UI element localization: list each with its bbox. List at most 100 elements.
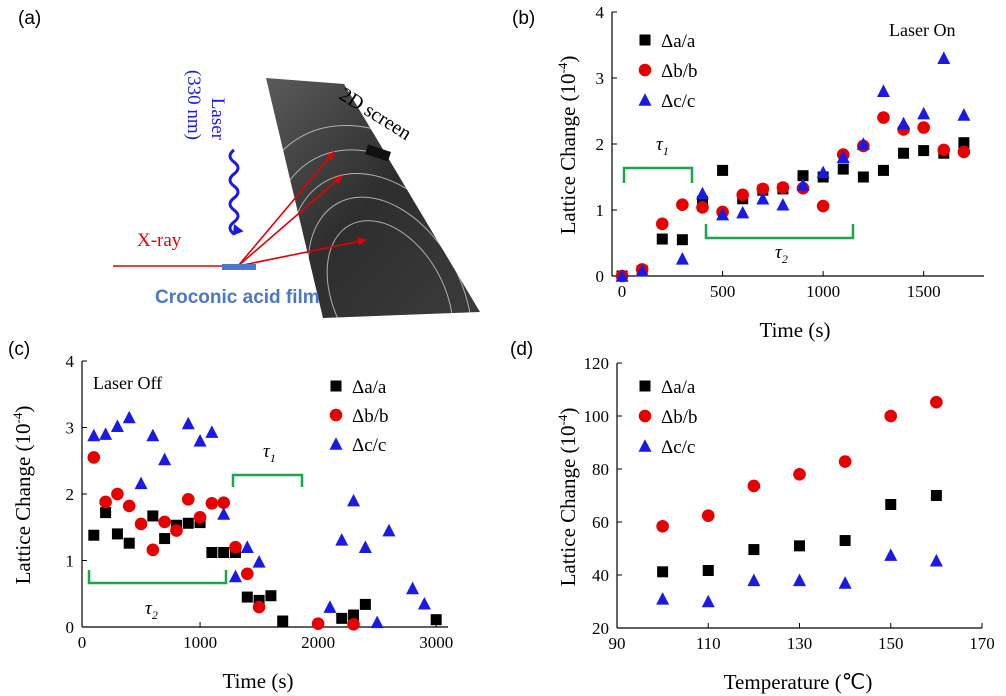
chart-c-point-circle bbox=[87, 451, 101, 464]
chart-d-legend-marker bbox=[638, 439, 652, 452]
chart-c-annotation: Laser Off bbox=[93, 373, 162, 393]
chart-c-point-circle bbox=[217, 496, 230, 509]
chart-d-legend-label: Δb/b bbox=[661, 407, 698, 428]
chart-b-legend-label: Δa/a bbox=[661, 31, 696, 52]
chart-d-xlabel: Temperature (℃) bbox=[724, 670, 873, 694]
chart-d-point-circle bbox=[884, 409, 898, 423]
chart-c-tau1-bracket: τ1 bbox=[231, 441, 304, 487]
chart-c-point-square bbox=[206, 547, 218, 559]
chart-b-ytick-label: 3 bbox=[596, 69, 605, 88]
chart-c-point-triangle bbox=[181, 416, 195, 430]
detector-screen bbox=[266, 78, 480, 318]
chart-c-legend-marker bbox=[330, 380, 342, 392]
panel-label-a: (a) bbox=[18, 8, 42, 29]
chart-c-point-square bbox=[265, 590, 277, 602]
chart-b-point-square bbox=[898, 147, 910, 159]
chart-c-point-triangle bbox=[146, 428, 160, 442]
chart-b-point-square bbox=[656, 233, 668, 245]
laser-label-line1: Laser bbox=[207, 98, 228, 141]
chart-b-ytick-label: 2 bbox=[596, 135, 605, 154]
laser-label-line2: (330 nm) bbox=[183, 70, 204, 140]
chart-c-legend-label: Δa/a bbox=[352, 377, 387, 398]
chart-b-point-triangle bbox=[716, 207, 730, 221]
chart-d-point-circle bbox=[747, 479, 761, 493]
chart-d-point-square bbox=[657, 566, 669, 578]
chart-c-point-triangle bbox=[240, 540, 254, 553]
chart-c-point-triangle bbox=[382, 523, 396, 537]
chart-b-ytick-label: 1 bbox=[596, 201, 605, 220]
chart-d-point-triangle bbox=[793, 573, 806, 587]
chart-c-point-circle bbox=[99, 495, 112, 509]
chart-b-point-square bbox=[837, 163, 849, 175]
chart-c-point-circle bbox=[229, 540, 242, 554]
chart-d-ytick-label: 120 bbox=[584, 354, 610, 373]
chart-b-tau2-label: τ2 bbox=[775, 242, 788, 266]
chart-c-point-square bbox=[336, 612, 348, 624]
chart-c-point-circle bbox=[158, 515, 171, 529]
chart-b-point-square bbox=[918, 145, 930, 157]
chart-b-legend-marker bbox=[638, 63, 652, 77]
chart-c-point-triangle bbox=[252, 555, 266, 568]
chart-d-xtick-label: 130 bbox=[787, 634, 813, 653]
chart-d-point-square bbox=[702, 564, 714, 576]
chart-b-point-circle bbox=[816, 199, 830, 213]
chart-b-point-circle bbox=[937, 143, 951, 157]
chart-b-ytick-label: 0 bbox=[596, 267, 605, 286]
chart-d-ytick-label: 60 bbox=[592, 513, 609, 532]
chart-b-xtick-label: 0 bbox=[618, 282, 627, 301]
chart-c-xtick-label: 1000 bbox=[183, 633, 217, 652]
diffracted-beam-2 bbox=[237, 175, 343, 267]
chart-c-point-triangle bbox=[205, 425, 219, 438]
chart-b-point-triangle bbox=[776, 197, 790, 211]
chart-c-point-triangle bbox=[99, 427, 113, 440]
chart-c-point-triangle bbox=[406, 581, 420, 595]
chart-b-legend-label: Δb/b bbox=[661, 61, 698, 82]
chart-d-ytick-label: 80 bbox=[592, 460, 609, 479]
chart-c-point-circle bbox=[122, 499, 136, 513]
chart-d-xtick-label: 110 bbox=[696, 634, 721, 653]
chart-b-point-triangle bbox=[816, 165, 830, 179]
chart-d-point-triangle bbox=[838, 576, 852, 589]
chart-c-point-circle bbox=[252, 600, 266, 614]
chart-c-point-circle bbox=[170, 524, 183, 537]
chart-b-tau1-label: τ1 bbox=[656, 134, 669, 158]
chart-c-point-triangle bbox=[358, 540, 372, 553]
chart-b-xtick-label: 500 bbox=[710, 282, 736, 301]
chart-d-point-triangle bbox=[747, 573, 761, 587]
chart-c-point-circle bbox=[146, 543, 160, 557]
chart-b-point-circle bbox=[696, 201, 709, 214]
chart-c-point-circle bbox=[205, 497, 219, 510]
chart-c-point-triangle bbox=[228, 569, 242, 583]
chart-d-point-circle bbox=[838, 455, 852, 468]
chart-c-ytick-label: 1 bbox=[66, 552, 75, 571]
chart-d-point-triangle bbox=[656, 592, 670, 605]
chart-d-xtick-label: 90 bbox=[609, 634, 626, 653]
sample-film bbox=[222, 264, 256, 270]
chart-c-legend-marker bbox=[329, 408, 343, 422]
chart-c-point-triangle bbox=[323, 600, 337, 613]
chart-b-point-triangle bbox=[957, 108, 971, 121]
beam-stop bbox=[365, 144, 391, 162]
panel-label-b: (b) bbox=[512, 8, 536, 29]
chart-c-point-square bbox=[147, 510, 159, 522]
chart-b-xtick-label: 1000 bbox=[806, 282, 840, 301]
chart-c-point-triangle bbox=[122, 410, 136, 424]
chart-c-ytick-label: 2 bbox=[66, 485, 75, 504]
chart-d-legend-marker bbox=[638, 409, 652, 423]
chart-b-point-triangle bbox=[615, 269, 629, 282]
chart-c-point-square bbox=[359, 598, 371, 610]
chart-c-ytick-label: 3 bbox=[66, 419, 75, 438]
chart-c-point-triangle bbox=[110, 419, 124, 432]
chart-b-point-triangle bbox=[917, 106, 931, 120]
chart-b-point-circle bbox=[776, 181, 790, 194]
panel-label-d: (d) bbox=[510, 339, 534, 360]
chart-c-point-triangle bbox=[417, 596, 431, 610]
chart-c-tau2-bracket: τ2 bbox=[87, 570, 228, 622]
diffracted-beam-1 bbox=[237, 151, 335, 267]
chart-d-point-circle bbox=[930, 395, 943, 409]
chart-c-point-square bbox=[277, 615, 289, 627]
chart-d-point-square bbox=[794, 540, 805, 552]
chart-c-xtick-label: 0 bbox=[78, 633, 87, 652]
chart-c-point-triangle bbox=[134, 476, 148, 490]
chart-b-point-triangle bbox=[756, 192, 770, 205]
